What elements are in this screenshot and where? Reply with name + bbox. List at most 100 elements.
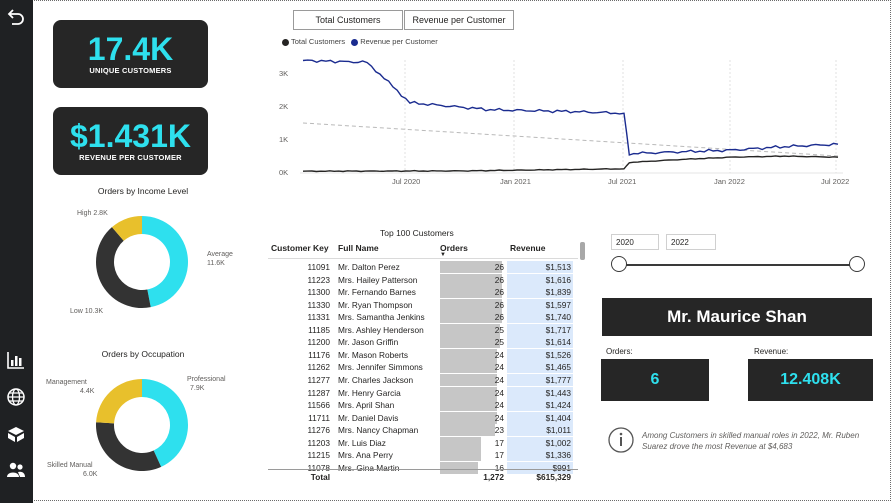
full-name-cell: Mrs. Gina Martin [338, 462, 400, 473]
orders-cell: 24 [494, 362, 504, 373]
col-customer-key[interactable]: Customer Key [271, 243, 329, 253]
table-row[interactable]: 11176 Mr. Mason Roberts 24 $1,526 [268, 348, 574, 362]
full-name-cell: Mr. Dalton Perez [338, 262, 400, 272]
revenue-cell: $1,011 [546, 425, 571, 436]
users-icon[interactable] [4, 458, 28, 482]
revenue-cell: $1,597 [545, 299, 571, 310]
table-row[interactable]: 11331 Mrs. Samantha Jenkins 26 $1,740 [268, 311, 574, 324]
selected-customer-name: Mr. Maurice Shan [602, 298, 872, 336]
orders-cell: 17 [494, 450, 504, 461]
occupation-donut-chart[interactable] [94, 377, 190, 473]
orders-bar [440, 323, 500, 336]
occupation-slice-professional[interactable] [142, 379, 188, 467]
orders-cell: 24 [494, 349, 504, 360]
income-slice-average[interactable] [142, 216, 188, 308]
full-name-cell: Mrs. Ashley Henderson [338, 324, 424, 335]
orders-cell: 25 [494, 337, 504, 348]
x-tick-jan-2021: Jan 2021 [500, 177, 531, 186]
series-line-revenue-per-customer[interactable] [302, 59, 839, 156]
end-date-input[interactable]: 2022 [666, 234, 716, 250]
col-full-name[interactable]: Full Name [338, 243, 379, 253]
revenue-cell: $1,424 [545, 400, 571, 411]
table-scrollbar[interactable] [580, 242, 585, 260]
orders-cell: 26 [494, 262, 504, 272]
orders-bar [440, 261, 502, 273]
x-tick-jul-2020: Jul 2020 [392, 177, 421, 186]
date-slider-end-handle[interactable] [849, 256, 865, 272]
start-date-input[interactable]: 2020 [611, 234, 659, 250]
table-title: Top 100 Customers [380, 228, 454, 238]
y-tick-1k: 1K [279, 135, 289, 144]
revenue-cell: $1,443 [545, 387, 571, 398]
table-row[interactable]: 11300 Mr. Fernando Barnes 26 $1,839 [268, 286, 574, 299]
table-row[interactable]: 11276 Mrs. Nancy Chapman 23 $1,011 [268, 424, 574, 437]
info-icon [608, 427, 634, 453]
orders-bar [440, 411, 498, 424]
revenue-cell-bg [507, 286, 573, 299]
table-row[interactable]: 11215 Mrs. Ana Perry 17 $1,336 [268, 449, 574, 462]
full-name-cell: Mr. Daniel Davis [338, 412, 399, 423]
revenue-cell-bg [507, 461, 573, 474]
table-row[interactable]: 11200 Mr. Jason Griffin 25 $1,614 [268, 336, 574, 349]
table-row[interactable]: 11277 Mr. Charles Jackson 24 $1,777 [268, 373, 574, 387]
income-slice-low[interactable] [96, 227, 151, 308]
occupation-label-skilled-manual: Skilled Manual 6.0K [47, 462, 98, 478]
customer-key-cell: 11091 [307, 262, 330, 272]
income-slice-high[interactable] [111, 216, 142, 241]
table-row[interactable]: 11203 Mr. Luis Diaz 17 $1,002 [268, 436, 574, 450]
orders-bar [440, 298, 502, 311]
orders-bar [440, 436, 481, 449]
back-arrow-icon[interactable] [4, 5, 28, 29]
revenue-cell: $1,839 [545, 287, 571, 298]
customer-revenue-value: 12.408K [748, 359, 873, 401]
revenue-cell-bg [507, 323, 573, 336]
customer-key-cell: 11287 [307, 387, 330, 398]
sidebar [0, 0, 33, 503]
table-row[interactable]: 11711 Mr. Daniel Davis 24 $1,404 [268, 411, 574, 425]
revenue-cell: $1,777 [545, 374, 571, 385]
total-orders: 1,272 [483, 472, 504, 482]
customer-key-cell: 11215 [307, 450, 330, 461]
revenue-cell: $1,404 [545, 412, 571, 423]
table-row[interactable]: 11223 Mrs. Hailey Patterson 26 $1,616 [268, 273, 574, 287]
customer-key-cell: 11566 [307, 400, 330, 411]
table-row[interactable]: 11330 Mr. Ryan Thompson 26 $1,597 [268, 298, 574, 312]
customer-key-cell: 11078 [307, 462, 330, 473]
customer-key-cell: 11711 [308, 412, 330, 423]
table-row[interactable]: 11091 Mr. Dalton Perez 26 $1,513 [268, 261, 574, 274]
globe-icon[interactable] [4, 385, 28, 409]
occupation-label-management: Management 4.4K [46, 379, 95, 395]
table-row[interactable]: 11566 Mrs. April Shan 24 $1,424 [268, 399, 574, 412]
table-row[interactable]: 11078 Mrs. Gina Martin 16 $991 [268, 461, 574, 475]
table-row[interactable]: 11185 Mrs. Ashley Henderson 25 $1,717 [268, 323, 574, 337]
unique-customers-label: UNIQUE CUSTOMERS [89, 66, 172, 75]
occupation-slice-management[interactable] [96, 379, 142, 424]
table-row[interactable]: 11287 Mr. Henry Garcia 24 $1,443 [268, 386, 574, 400]
series-line-total-customers[interactable] [302, 155, 839, 173]
customers-trend-line-chart[interactable] [268, 50, 858, 190]
date-slider-track [620, 264, 858, 266]
table-row[interactable]: 11262 Mrs. Jennifer Simmons 24 $1,465 [268, 361, 574, 374]
revenue-cell-bg [507, 436, 573, 449]
orders-cell: 17 [494, 437, 504, 448]
revenue-per-customer-label: REVENUE PER CUSTOMER [79, 153, 182, 162]
revenue-cell: $1,616 [545, 274, 571, 285]
revenue-cell-bg [507, 311, 573, 324]
y-tick-2k: 2K [279, 102, 289, 111]
income-donut-chart[interactable] [94, 214, 190, 310]
col-revenue[interactable]: Revenue [510, 243, 546, 253]
revenue-cell-bg [507, 273, 573, 286]
orders-cell: 26 [494, 312, 504, 323]
bar-chart-icon[interactable] [4, 348, 28, 372]
revenue-cell-bg [507, 373, 573, 386]
full-name-cell: Mrs. Samantha Jenkins [338, 312, 425, 323]
occupation-slice-skilled-manual[interactable] [96, 422, 162, 471]
y-tick-3k: 3K [279, 69, 289, 78]
full-name-cell: Mr. Charles Jackson [338, 374, 414, 385]
revenue-per-customer-button[interactable]: Revenue per Customer [404, 10, 514, 30]
boxes-icon[interactable] [4, 422, 28, 446]
x-tick-jul-2021: Jul 2021 [608, 177, 637, 186]
date-slider-start-handle[interactable] [611, 256, 627, 272]
col-orders[interactable]: Orders [440, 243, 468, 253]
total-customers-button[interactable]: Total Customers [293, 10, 403, 30]
